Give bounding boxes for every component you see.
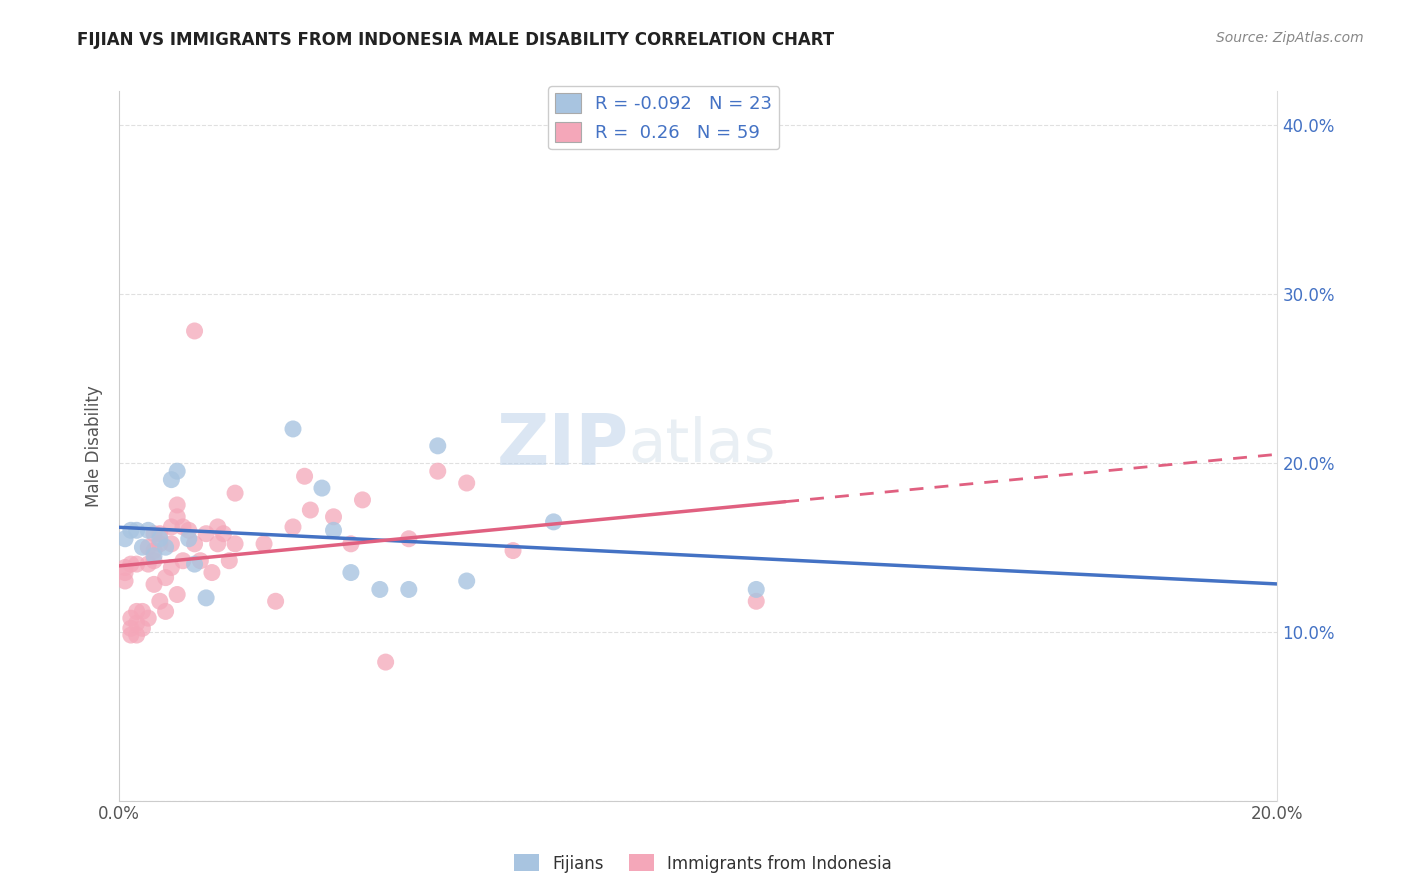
Point <box>183 537 205 551</box>
Legend: Fijians, Immigrants from Indonesia: Fijians, Immigrants from Indonesia <box>508 847 898 880</box>
Point <box>131 540 153 554</box>
Point <box>218 554 240 568</box>
Point <box>374 655 396 669</box>
Point <box>143 549 166 563</box>
Point <box>201 566 224 580</box>
Point <box>745 594 768 608</box>
Point <box>155 604 177 618</box>
Point <box>125 628 148 642</box>
Point <box>114 560 136 574</box>
Point <box>502 543 524 558</box>
Point <box>188 554 211 568</box>
Point <box>155 571 177 585</box>
Point <box>160 473 183 487</box>
Point <box>120 557 142 571</box>
Point <box>131 604 153 618</box>
Point <box>120 524 142 538</box>
Point <box>172 554 194 568</box>
Point <box>114 566 136 580</box>
Point <box>340 537 363 551</box>
Point <box>149 532 172 546</box>
Point <box>281 422 304 436</box>
Point <box>120 621 142 635</box>
Point <box>114 574 136 588</box>
Point <box>195 591 218 605</box>
Point <box>224 486 246 500</box>
Point <box>745 582 768 597</box>
Point <box>177 532 200 546</box>
Point <box>456 475 478 490</box>
Point <box>207 537 229 551</box>
Point <box>136 540 159 554</box>
Point <box>149 594 172 608</box>
Point <box>120 628 142 642</box>
Point <box>224 537 246 551</box>
Point <box>311 481 333 495</box>
Point <box>368 582 391 597</box>
Point <box>160 520 183 534</box>
Point <box>398 532 420 546</box>
Point <box>136 611 159 625</box>
Point <box>160 537 183 551</box>
Point <box>543 515 565 529</box>
Point <box>281 520 304 534</box>
Text: atlas: atlas <box>628 417 776 475</box>
Point <box>166 464 188 478</box>
Point <box>143 526 166 541</box>
Point <box>125 557 148 571</box>
Point <box>136 557 159 571</box>
Point <box>114 532 136 546</box>
Point <box>352 492 374 507</box>
Point <box>322 509 344 524</box>
Point <box>166 587 188 601</box>
Point <box>253 537 276 551</box>
Point <box>398 582 420 597</box>
Point <box>120 611 142 625</box>
Point <box>183 324 205 338</box>
Point <box>160 560 183 574</box>
Point <box>166 509 188 524</box>
Point <box>340 566 363 580</box>
Point <box>125 524 148 538</box>
Legend: R = -0.092   N = 23, R =  0.26   N = 59: R = -0.092 N = 23, R = 0.26 N = 59 <box>548 86 779 149</box>
Point <box>456 574 478 588</box>
Point <box>426 439 449 453</box>
Point <box>299 503 322 517</box>
Point <box>125 604 148 618</box>
Point <box>172 520 194 534</box>
Point <box>207 520 229 534</box>
Point <box>155 540 177 554</box>
Point <box>183 557 205 571</box>
Point <box>143 577 166 591</box>
Point <box>264 594 287 608</box>
Point <box>426 464 449 478</box>
Y-axis label: Male Disability: Male Disability <box>86 385 103 507</box>
Point <box>166 498 188 512</box>
Text: ZIP: ZIP <box>496 411 628 481</box>
Text: Source: ZipAtlas.com: Source: ZipAtlas.com <box>1216 31 1364 45</box>
Point <box>294 469 316 483</box>
Point <box>125 616 148 631</box>
Point <box>143 554 166 568</box>
Point <box>322 524 344 538</box>
Point <box>136 524 159 538</box>
Point <box>177 524 200 538</box>
Point <box>149 537 172 551</box>
Text: FIJIAN VS IMMIGRANTS FROM INDONESIA MALE DISABILITY CORRELATION CHART: FIJIAN VS IMMIGRANTS FROM INDONESIA MALE… <box>77 31 834 49</box>
Point <box>212 526 235 541</box>
Point <box>143 543 166 558</box>
Point <box>131 621 153 635</box>
Point <box>149 526 172 541</box>
Point <box>195 526 218 541</box>
